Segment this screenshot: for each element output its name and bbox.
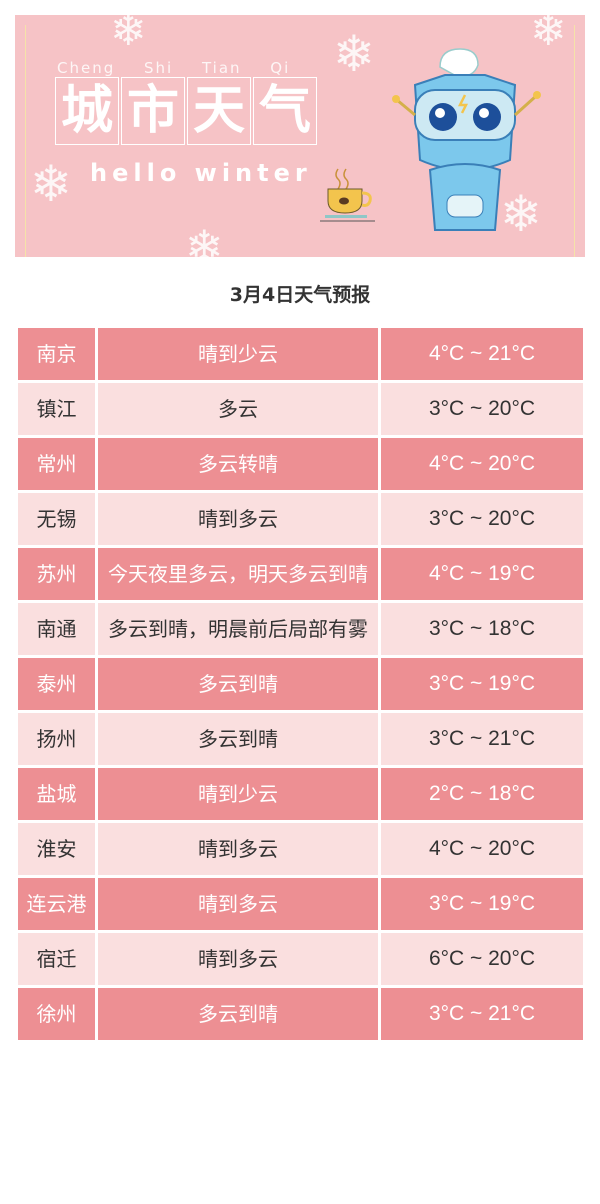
city-cell: 淮安 bbox=[18, 823, 95, 875]
snowflake-icon: ❄ bbox=[500, 185, 542, 243]
city-cell: 镇江 bbox=[18, 383, 95, 435]
temperature-cell: 6°C ~ 20°C bbox=[381, 933, 583, 985]
weather-cell: 晴到多云 bbox=[98, 823, 378, 875]
banner-pinyin: Cheng Shi Tian Qi bbox=[57, 59, 291, 77]
table-row: 镇江 多云 3°C ~ 20°C bbox=[18, 383, 583, 435]
table-row: 扬州 多云到晴 3°C ~ 21°C bbox=[18, 713, 583, 765]
weather-cell: 多云转晴 bbox=[98, 438, 378, 490]
table-row: 南通 多云到晴，明晨前后局部有雾 3°C ~ 18°C bbox=[18, 603, 583, 655]
weather-cell: 晴到多云 bbox=[98, 878, 378, 930]
temperature-cell: 3°C ~ 21°C bbox=[381, 713, 583, 765]
banner-title: 城 市 天 气 bbox=[55, 77, 317, 145]
header-banner: ❄ ❄ ❄ ❄ ❄ ❄ Cheng Shi Tian Qi 城 市 天 气 he… bbox=[15, 15, 585, 257]
weather-cell: 多云到晴，明晨前后局部有雾 bbox=[98, 603, 378, 655]
table-row: 淮安 晴到多云 4°C ~ 20°C bbox=[18, 823, 583, 875]
snowflake-icon: ❄ bbox=[185, 220, 224, 257]
city-cell: 泰州 bbox=[18, 658, 95, 710]
weather-cell: 晴到多云 bbox=[98, 493, 378, 545]
temperature-cell: 4°C ~ 19°C bbox=[381, 548, 583, 600]
snowflake-icon: ❄ bbox=[530, 15, 567, 56]
weather-cell: 晴到少云 bbox=[98, 328, 378, 380]
temperature-cell: 2°C ~ 18°C bbox=[381, 768, 583, 820]
city-cell: 苏州 bbox=[18, 548, 95, 600]
temperature-cell: 3°C ~ 19°C bbox=[381, 658, 583, 710]
temperature-cell: 4°C ~ 20°C bbox=[381, 823, 583, 875]
temperature-cell: 4°C ~ 20°C bbox=[381, 438, 583, 490]
banner-title-char: 城 bbox=[55, 77, 119, 145]
banner-title-char: 天 bbox=[187, 77, 251, 145]
weather-cell: 多云到晴 bbox=[98, 713, 378, 765]
temperature-cell: 4°C ~ 21°C bbox=[381, 328, 583, 380]
city-cell: 宿迁 bbox=[18, 933, 95, 985]
weather-cell: 晴到多云 bbox=[98, 933, 378, 985]
city-cell: 南通 bbox=[18, 603, 95, 655]
temperature-cell: 3°C ~ 19°C bbox=[381, 878, 583, 930]
banner-frame bbox=[25, 25, 575, 257]
temperature-cell: 3°C ~ 20°C bbox=[381, 383, 583, 435]
forecast-title: 3月4日天气预报 bbox=[229, 284, 371, 306]
weather-cell: 多云到晴 bbox=[98, 988, 378, 1040]
snowflake-icon: ❄ bbox=[110, 15, 147, 56]
temperature-cell: 3°C ~ 18°C bbox=[381, 603, 583, 655]
coffee-cup-icon bbox=[320, 168, 375, 222]
city-cell: 盐城 bbox=[18, 768, 95, 820]
table-row: 南京 晴到少云 4°C ~ 21°C bbox=[18, 328, 583, 380]
forecast-table: 南京 晴到少云 4°C ~ 21°C 镇江 多云 3°C ~ 20°C 常州 多云转晴 4°C … bbox=[15, 325, 586, 1043]
table-row: 苏州 今天夜里多云，明天多云到晴 4°C ~ 19°C bbox=[18, 548, 583, 600]
table-row: 徐州 多云到晴 3°C ~ 21°C bbox=[18, 988, 583, 1040]
weather-cell: 多云到晴 bbox=[98, 658, 378, 710]
mascot-illustration bbox=[392, 48, 541, 231]
temperature-cell: 3°C ~ 21°C bbox=[381, 988, 583, 1040]
table-row: 泰州 多云到晴 3°C ~ 19°C bbox=[18, 658, 583, 710]
snowflake-icon: ❄ bbox=[333, 25, 375, 83]
table-row: 常州 多云转晴 4°C ~ 20°C bbox=[18, 438, 583, 490]
table-row: 无锡 晴到多云 3°C ~ 20°C bbox=[18, 493, 583, 545]
weather-cell: 今天夜里多云，明天多云到晴 bbox=[98, 548, 378, 600]
banner-title-char: 气 bbox=[253, 77, 317, 145]
table-row: 连云港 晴到多云 3°C ~ 19°C bbox=[18, 878, 583, 930]
temperature-cell: 3°C ~ 20°C bbox=[381, 493, 583, 545]
banner-title-char: 市 bbox=[121, 77, 185, 145]
banner-subtitle: hello winter bbox=[90, 159, 312, 187]
city-cell: 连云港 bbox=[18, 878, 95, 930]
city-cell: 扬州 bbox=[18, 713, 95, 765]
weather-cell: 晴到少云 bbox=[98, 768, 378, 820]
city-cell: 无锡 bbox=[18, 493, 95, 545]
city-cell: 常州 bbox=[18, 438, 95, 490]
snowflake-icon: ❄ bbox=[30, 155, 72, 213]
city-cell: 徐州 bbox=[18, 988, 95, 1040]
table-row: 盐城 晴到少云 2°C ~ 18°C bbox=[18, 768, 583, 820]
table-row: 宿迁 晴到多云 6°C ~ 20°C bbox=[18, 933, 583, 985]
city-cell: 南京 bbox=[18, 328, 95, 380]
weather-cell: 多云 bbox=[98, 383, 378, 435]
